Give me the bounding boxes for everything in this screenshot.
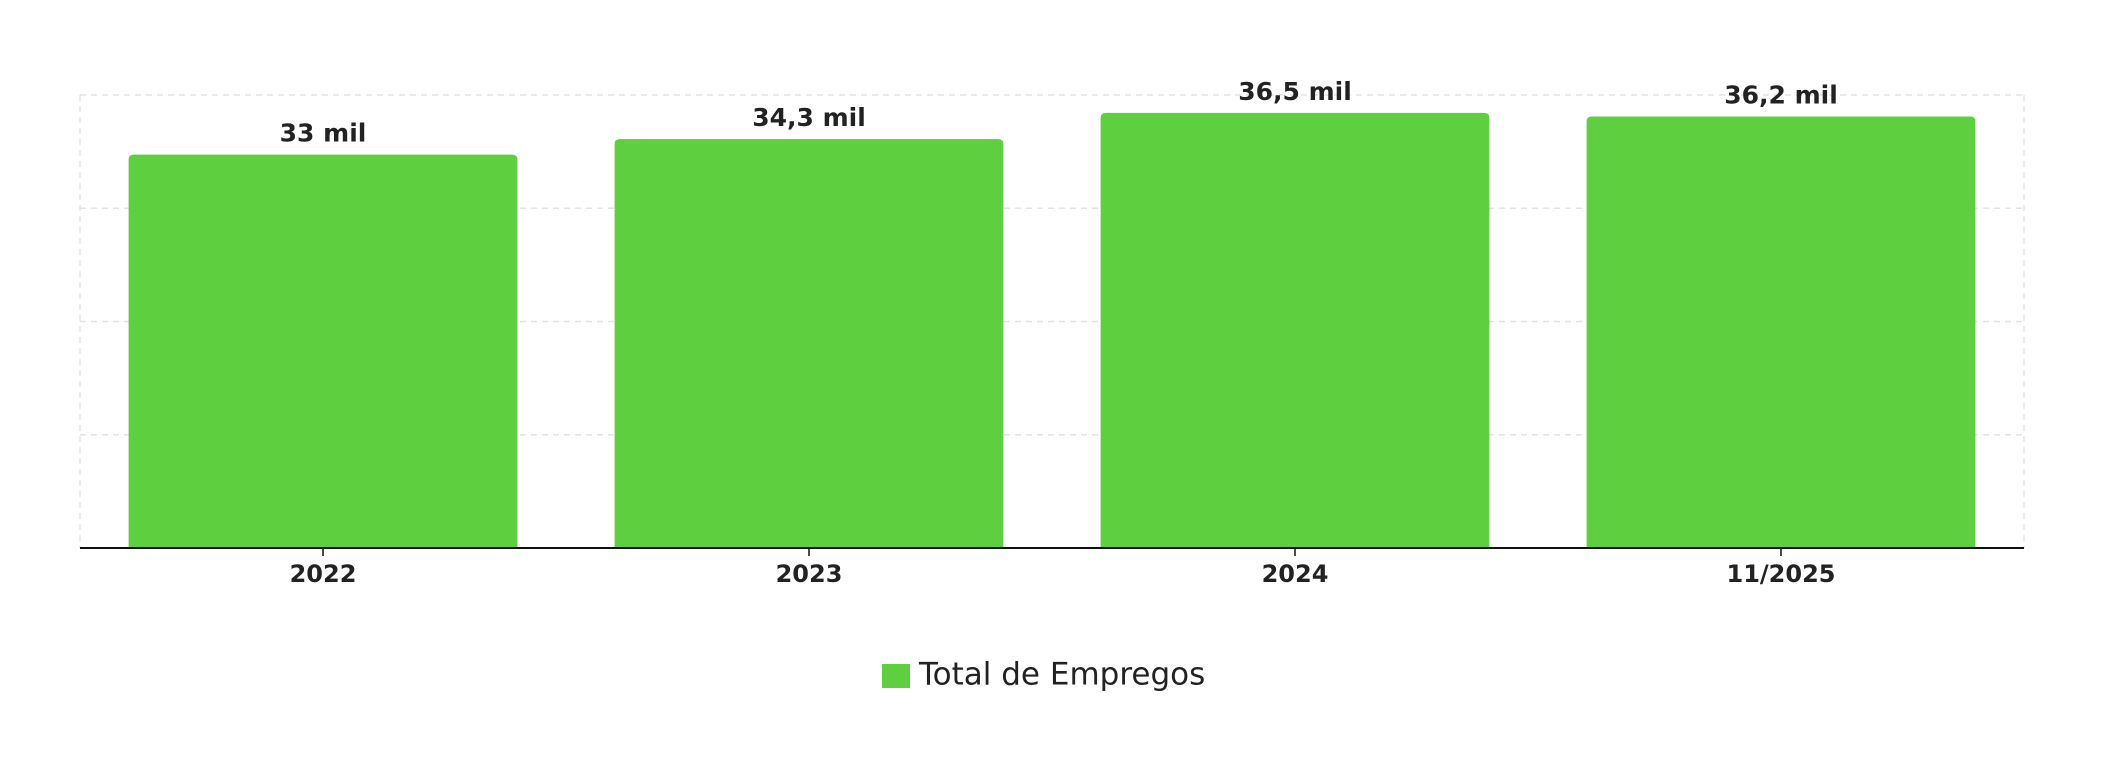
x-tick-label: 2022 [290,560,357,588]
data-label: 34,3 mil [752,103,866,132]
data-label: 36,5 mil [1238,77,1352,106]
bar [1100,112,1490,548]
bar [1586,116,1976,549]
x-tick-label: 11/2025 [1727,560,1836,588]
legend-label: Total de Empregos [918,657,1205,693]
data-label: 33 mil [280,119,367,148]
legend-swatch [882,664,910,688]
bar [614,139,1004,548]
bar [128,154,518,548]
x-tick-label: 2023 [776,560,843,588]
x-tick-label: 2024 [1262,560,1329,588]
data-label: 36,2 mil [1724,80,1838,109]
